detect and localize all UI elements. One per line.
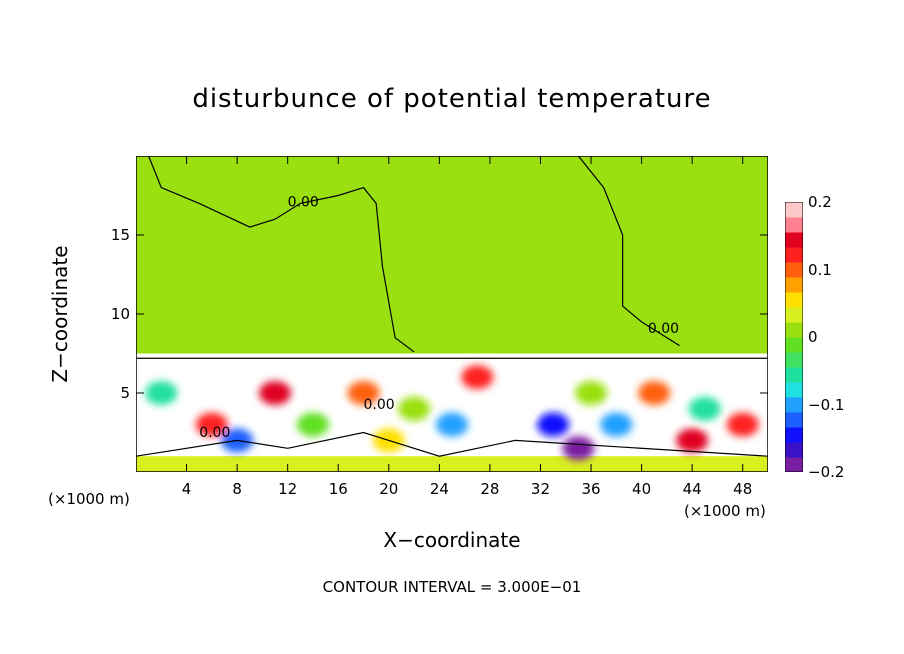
contour-lines bbox=[136, 156, 768, 457]
field-region bbox=[136, 456, 768, 472]
x-tick-label: 4 bbox=[181, 480, 192, 498]
colorbar-tick-label: 0.2 bbox=[808, 193, 832, 211]
field-blob bbox=[575, 381, 608, 405]
field-blob bbox=[296, 412, 329, 437]
y-tick-label: 15 bbox=[110, 226, 130, 244]
x-tick-label: 32 bbox=[530, 480, 551, 498]
field-blob bbox=[688, 396, 721, 421]
field-blob bbox=[347, 381, 380, 405]
colorbar-tick-label: −0.2 bbox=[808, 463, 845, 481]
x-tick-marks bbox=[186, 156, 744, 472]
colorbar-swatch bbox=[785, 247, 803, 263]
field-blob bbox=[499, 396, 532, 421]
x-tick-label: 16 bbox=[328, 480, 348, 498]
x-unit-label-right: (×1000 m) bbox=[684, 502, 766, 520]
field-blob bbox=[600, 412, 633, 437]
colorbar-swatch bbox=[785, 202, 803, 218]
y-tick-label: 10 bbox=[110, 305, 130, 323]
field-blob bbox=[398, 396, 431, 421]
contour-line bbox=[136, 431, 768, 457]
colorbar-swatch bbox=[785, 427, 803, 443]
x-tick-label: 44 bbox=[682, 480, 702, 498]
colorbar-tick-label: 0.1 bbox=[808, 260, 832, 279]
field-blob bbox=[195, 412, 228, 437]
x-unit-label-left: (×1000 m) bbox=[48, 490, 130, 508]
y-axis-label: Z−coordinate bbox=[48, 245, 72, 383]
colorbar-swatch bbox=[785, 337, 803, 353]
x-tick-label: 40 bbox=[632, 480, 652, 498]
contour-label: 0.00 bbox=[288, 195, 319, 211]
colorbar-swatch bbox=[785, 442, 803, 458]
field-blob bbox=[726, 412, 759, 437]
x-axis-label: X−coordinate bbox=[383, 528, 521, 552]
field-blob bbox=[436, 412, 468, 437]
colorbar-swatch bbox=[785, 412, 803, 428]
colorbar-swatch bbox=[785, 217, 803, 233]
colorbar-swatch bbox=[785, 322, 803, 338]
colorbar-swatch bbox=[785, 307, 803, 323]
field-blob bbox=[676, 428, 709, 453]
colorbar-swatch bbox=[785, 382, 803, 398]
contour-interval-note: CONTOUR INTERVAL = 3.000E−01 bbox=[322, 578, 582, 596]
colorbar-swatch bbox=[785, 262, 803, 278]
field-region bbox=[136, 156, 768, 354]
x-tick-label: 24 bbox=[429, 480, 449, 498]
y-tick-marks bbox=[136, 234, 768, 394]
colorbar bbox=[785, 202, 803, 472]
x-tick-label: 48 bbox=[733, 480, 753, 498]
contour-label: 0.00 bbox=[199, 425, 230, 441]
field-blob bbox=[638, 381, 671, 405]
contour-label: 0.00 bbox=[648, 321, 679, 337]
field-blob bbox=[259, 381, 292, 405]
x-tick-label: 36 bbox=[581, 480, 601, 498]
potential-temperature-field bbox=[136, 156, 768, 472]
colorbar-tick-label: −0.1 bbox=[808, 395, 845, 414]
colorbar-swatch bbox=[785, 367, 803, 383]
colorbar-tick-label: 0 bbox=[808, 328, 818, 346]
x-tick-label: 20 bbox=[379, 480, 399, 498]
contour-line bbox=[148, 156, 415, 353]
colorbar-swatch bbox=[785, 277, 803, 293]
x-tick-label: 12 bbox=[278, 480, 298, 498]
contour-line bbox=[577, 156, 680, 347]
colorbar-swatch bbox=[785, 457, 803, 472]
x-tick-label: 28 bbox=[480, 480, 500, 498]
field-blob bbox=[537, 412, 570, 437]
chart-title: disturbunce of potential temperature bbox=[192, 84, 712, 114]
colorbar-swatch bbox=[785, 352, 803, 368]
field-blob bbox=[562, 436, 595, 461]
plot-area: 0.00 0.00 0.00 0.00 bbox=[136, 156, 768, 472]
colorbar-swatch bbox=[785, 292, 803, 308]
field-blob bbox=[145, 381, 178, 405]
colorbar-swatch bbox=[785, 232, 803, 248]
y-tick-label: 5 bbox=[120, 384, 130, 402]
x-tick-label: 8 bbox=[232, 480, 242, 498]
contour-labels: 0.00 0.00 0.00 0.00 bbox=[199, 195, 679, 442]
contour-label: 0.00 bbox=[364, 397, 395, 413]
colorbar-swatch bbox=[785, 397, 803, 413]
field-blob bbox=[461, 365, 494, 390]
